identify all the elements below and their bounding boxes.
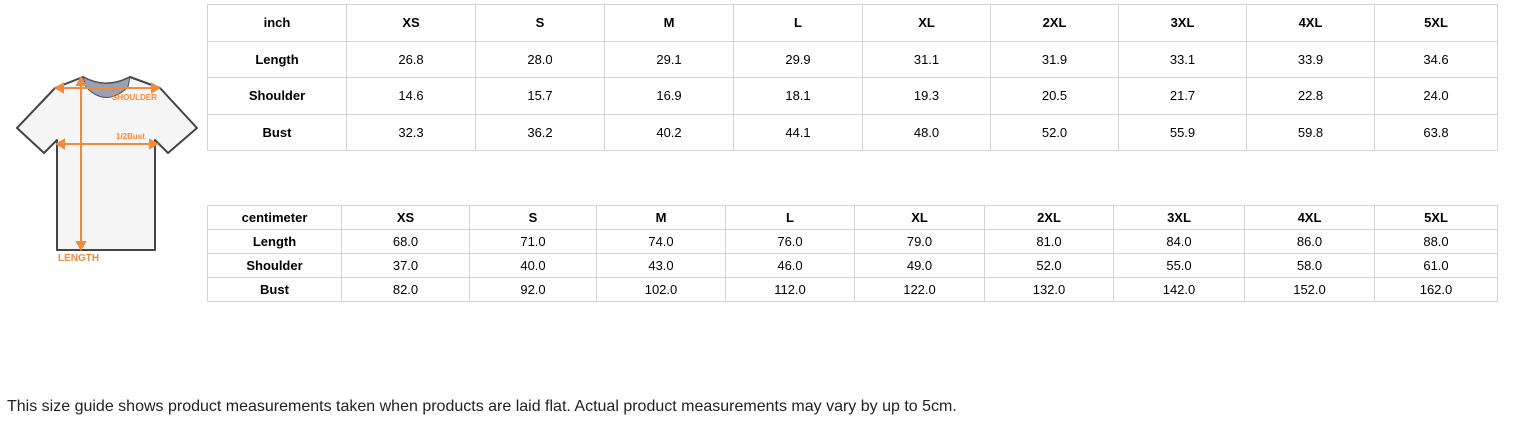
table-cell: 152.0: [1244, 277, 1375, 302]
table-cell: 79.0: [854, 229, 985, 254]
table-cell: 68.0: [341, 229, 470, 254]
table-cell: 28.0: [475, 40, 605, 79]
table-cell: 48.0: [862, 113, 991, 152]
column-header: centimeter: [207, 205, 342, 230]
table-cell: 21.7: [1118, 77, 1247, 115]
table-cell: 32.3: [346, 113, 476, 152]
table-row: Length 26.8 28.0 29.1 29.9 31.1 31.9 33.1 33.9 34…: [207, 40, 1498, 79]
table-cell: 26.8: [346, 40, 476, 79]
table-cell: 61.0: [1374, 253, 1498, 278]
tshirt-measurement-illustration: SHOULDER 1/2Bust LENGTH: [16, 75, 198, 264]
table-cell: 19.3: [862, 77, 991, 115]
column-header: 4XL: [1246, 4, 1375, 42]
centimeter-size-table: centimeter XS S M L XL 2XL 3XL 4XL 5XL Length 68.0 7…: [207, 205, 1498, 302]
row-label: Shoulder: [207, 253, 342, 278]
table-cell: 55.9: [1118, 113, 1247, 152]
column-header: M: [596, 205, 726, 230]
column-header: M: [604, 4, 734, 42]
table-cell: 52.0: [984, 253, 1114, 278]
table-cell: 63.8: [1374, 113, 1498, 152]
column-header: L: [725, 205, 855, 230]
table-cell: 31.9: [990, 40, 1119, 79]
table-cell: 92.0: [469, 277, 597, 302]
column-header: L: [733, 4, 863, 42]
table-cell: 59.8: [1246, 113, 1375, 152]
table-cell: 122.0: [854, 277, 985, 302]
column-header: XL: [854, 205, 985, 230]
column-header: 2XL: [984, 205, 1114, 230]
table-row: Bust 32.3 36.2 40.2 44.1 48.0 52.0 55.9 59.8 63.8: [207, 113, 1498, 152]
table-cell: 49.0: [854, 253, 985, 278]
table-cell: 34.6: [1374, 40, 1498, 79]
table-cell: 112.0: [725, 277, 855, 302]
table-cell: 162.0: [1374, 277, 1498, 302]
column-header: S: [475, 4, 605, 42]
row-label: Bust: [207, 113, 347, 152]
column-header: XS: [341, 205, 470, 230]
row-label: Length: [207, 229, 342, 254]
column-header: 5XL: [1374, 4, 1498, 42]
table-cell: 86.0: [1244, 229, 1375, 254]
table-cell: 14.6: [346, 77, 476, 115]
column-header: XL: [862, 4, 991, 42]
table-row: Shoulder 14.6 15.7 16.9 18.1 19.3 20.5 21.7 22.8…: [207, 77, 1498, 115]
shoulder-label: SHOULDER: [112, 93, 157, 102]
size-guide-note: This size guide shows product measuremen…: [7, 398, 957, 415]
table-cell: 18.1: [733, 77, 863, 115]
table-row: Bust 82.0 92.0 102.0 112.0 122.0 132.0 142.0 152…: [207, 277, 1498, 302]
column-header: 3XL: [1118, 4, 1247, 42]
table-cell: 55.0: [1113, 253, 1245, 278]
table-cell: 142.0: [1113, 277, 1245, 302]
table-cell: 71.0: [469, 229, 597, 254]
table-cell: 37.0: [341, 253, 470, 278]
table-cell: 24.0: [1374, 77, 1498, 115]
table-row: Shoulder 37.0 40.0 43.0 46.0 49.0 52.0 55.0 58.0…: [207, 253, 1498, 278]
column-header: 2XL: [990, 4, 1119, 42]
table-cell: 74.0: [596, 229, 726, 254]
table-cell: 102.0: [596, 277, 726, 302]
table-cell: 40.0: [469, 253, 597, 278]
table-cell: 16.9: [604, 77, 734, 115]
bust-label: 1/2Bust: [116, 132, 145, 141]
table-cell: 40.2: [604, 113, 734, 152]
table-cell: 15.7: [475, 77, 605, 115]
table-cell: 31.1: [862, 40, 991, 79]
inch-size-table: inch XS S M L XL 2XL 3XL 4XL 5XL Length 26.8 28.0 29.…: [207, 4, 1498, 152]
table-cell: 84.0: [1113, 229, 1245, 254]
table-cell: 132.0: [984, 277, 1114, 302]
tshirt-outline: [16, 76, 198, 251]
table-cell: 76.0: [725, 229, 855, 254]
table-cell: 44.1: [733, 113, 863, 152]
length-label: LENGTH: [58, 253, 99, 264]
header-row: centimeter XS S M L XL 2XL 3XL 4XL 5XL: [207, 205, 1498, 230]
header-row: inch XS S M L XL 2XL 3XL 4XL 5XL: [207, 4, 1498, 42]
row-label: Bust: [207, 277, 342, 302]
table-cell: 52.0: [990, 113, 1119, 152]
table-cell: 46.0: [725, 253, 855, 278]
column-header: 5XL: [1374, 205, 1498, 230]
column-header: S: [469, 205, 597, 230]
table-cell: 20.5: [990, 77, 1119, 115]
column-header: XS: [346, 4, 476, 42]
column-header: inch: [207, 4, 347, 42]
table-cell: 82.0: [341, 277, 470, 302]
table-cell: 58.0: [1244, 253, 1375, 278]
row-label: Shoulder: [207, 77, 347, 115]
table-cell: 88.0: [1374, 229, 1498, 254]
table-cell: 33.9: [1246, 40, 1375, 79]
table-cell: 43.0: [596, 253, 726, 278]
table-cell: 33.1: [1118, 40, 1247, 79]
table-cell: 29.9: [733, 40, 863, 79]
table-cell: 22.8: [1246, 77, 1375, 115]
column-header: 4XL: [1244, 205, 1375, 230]
table-cell: 81.0: [984, 229, 1114, 254]
column-header: 3XL: [1113, 205, 1245, 230]
table-row: Length 68.0 71.0 74.0 76.0 79.0 81.0 84.0 86.0 88…: [207, 229, 1498, 254]
table-cell: 29.1: [604, 40, 734, 79]
table-cell: 36.2: [475, 113, 605, 152]
row-label: Length: [207, 40, 347, 79]
